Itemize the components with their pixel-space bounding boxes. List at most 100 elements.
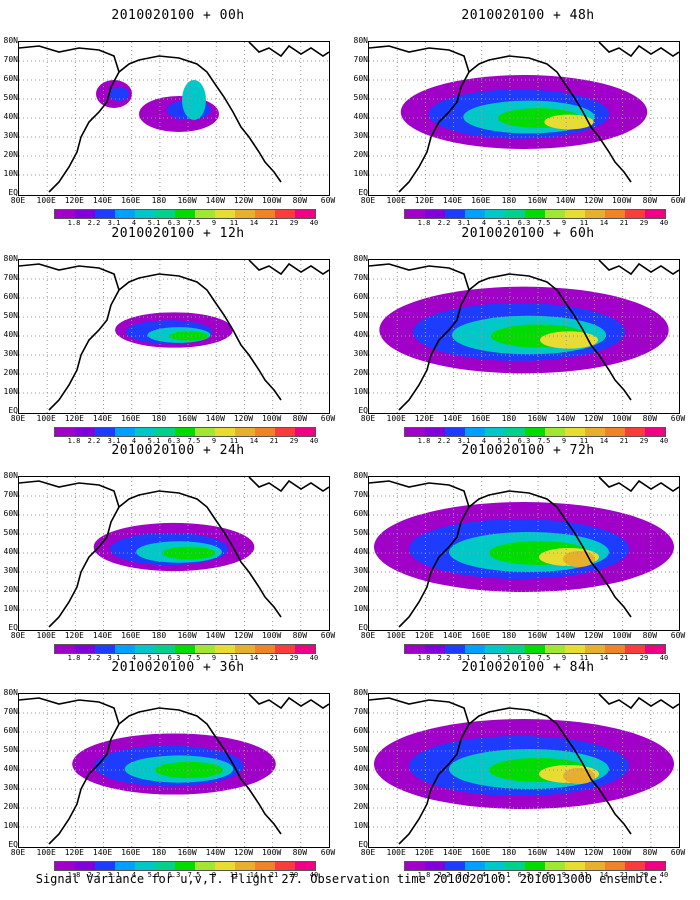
longitude-label: 100E (386, 414, 406, 423)
colorbar-swatch (235, 210, 255, 218)
longitude-label: 140W (205, 414, 225, 423)
colorbar-swatch (565, 428, 585, 436)
colorbar-swatch (405, 862, 425, 870)
colorbar-swatch (525, 210, 545, 218)
latitude-label: 60N (0, 74, 18, 83)
colorbar-label: 3.1 (107, 437, 121, 445)
colorbar-swatch (525, 645, 545, 653)
longitude-label: 100E (36, 196, 56, 205)
variance-contour (162, 546, 216, 560)
colorbar-swatch (465, 645, 485, 653)
colorbar-swatch (505, 210, 525, 218)
latitude-label: 10N (0, 604, 18, 613)
latitude-label: 50N (0, 93, 18, 102)
colorbar-label: 9 (211, 219, 217, 227)
longitude-label: 160W (177, 631, 197, 640)
colorbar-swatch (585, 428, 605, 436)
colorbar-label: 9 (211, 654, 217, 662)
longitude-label: 80E (360, 196, 376, 205)
colorbar-label: 3.1 (107, 871, 121, 879)
colorbar-swatch (565, 645, 585, 653)
colorbar-swatch (215, 428, 235, 436)
colorbar-label: 21 (619, 437, 629, 445)
colorbar-label: 4 (131, 871, 137, 879)
colorbar-label: 14 (249, 219, 259, 227)
latitude-label: 20N (350, 150, 368, 159)
longitude-label: 100E (386, 631, 406, 640)
longitude-label: 100E (36, 848, 56, 857)
colorbar-swatch (195, 428, 215, 436)
colorbar-swatch (115, 862, 135, 870)
colorbar (404, 209, 666, 219)
latitude-label: 50N (0, 528, 18, 537)
latitude-label: EQ (350, 623, 368, 632)
map-area (18, 41, 330, 196)
colorbar-swatch (155, 428, 175, 436)
colorbar-label: 7.5 (187, 871, 201, 879)
longitude-label: 80W (642, 848, 658, 857)
longitude-label: 120E (64, 196, 84, 205)
latitude-label: EQ (350, 406, 368, 415)
longitude-label: 160E (121, 848, 141, 857)
coastline (369, 477, 679, 628)
colorbar-swatch (215, 645, 235, 653)
longitude-label: 80W (642, 196, 658, 205)
latitude-label: EQ (350, 840, 368, 849)
latitude-label: 30N (350, 566, 368, 575)
variance-map (369, 477, 679, 630)
colorbar-swatch (545, 428, 565, 436)
latitude-label: 40N (350, 330, 368, 339)
colorbar-label: 21 (619, 871, 629, 879)
colorbar-swatch (625, 210, 645, 218)
variance-contour (182, 80, 206, 120)
latitude-label: 50N (350, 745, 368, 754)
latitude-label: 50N (350, 93, 368, 102)
colorbar-swatch (585, 210, 605, 218)
longitude-label: 120E (414, 196, 434, 205)
colorbar-label: 40 (659, 219, 669, 227)
longitude-label: 180 (151, 196, 167, 205)
longitude-label: 180 (151, 848, 167, 857)
longitude-label: 100W (261, 196, 282, 205)
longitude-label: 80E (360, 414, 376, 423)
colorbar-swatch (135, 210, 155, 218)
colorbar-label: 2.2 (437, 654, 451, 662)
longitude-label: 160E (471, 414, 491, 423)
latitude-label: 10N (350, 604, 368, 613)
colorbar-swatch (625, 862, 645, 870)
longitude-label: 60W (320, 414, 336, 423)
latitude-label: 30N (0, 566, 18, 575)
latitude-label: 40N (350, 764, 368, 773)
colorbar-label: 4 (481, 654, 487, 662)
colorbar-swatch (275, 428, 295, 436)
latitude-label: 10N (350, 387, 368, 396)
longitude-label: 140E (92, 414, 113, 423)
colorbar-swatch (95, 210, 115, 218)
colorbar-swatch (425, 645, 445, 653)
latitude-label: 60N (0, 726, 18, 735)
latitude-label: 60N (350, 726, 368, 735)
longitude-label: 120W (233, 414, 254, 423)
colorbar-label: 4 (131, 437, 137, 445)
variance-contour (540, 331, 598, 349)
longitude-label: 80E (10, 631, 26, 640)
latitude-label: 10N (0, 821, 18, 830)
variance-map (369, 42, 679, 195)
map-panel: 2010020100 + 12h 80N 70N 60N 50N 40N 30N 20N 10N… (0, 226, 338, 445)
colorbar-label: 11 (229, 219, 239, 227)
panel-title: 2010020100 + 60h (461, 226, 595, 241)
colorbar-label: 5.1 (497, 654, 511, 662)
colorbar-label: 5.1 (497, 219, 511, 227)
latitude-label: 70N (0, 55, 18, 64)
colorbar-swatch (425, 862, 445, 870)
longitude-label: 60W (670, 414, 686, 423)
latitude-label: 60N (350, 292, 368, 301)
longitude-label: 140E (442, 848, 463, 857)
longitude-label: 140W (555, 414, 575, 423)
colorbar (54, 861, 316, 871)
longitude-label: 140E (442, 631, 463, 640)
variance-contour (155, 761, 223, 779)
longitude-label: 160E (471, 631, 491, 640)
latitude-label: 20N (350, 585, 368, 594)
colorbar-label: 9 (561, 654, 567, 662)
